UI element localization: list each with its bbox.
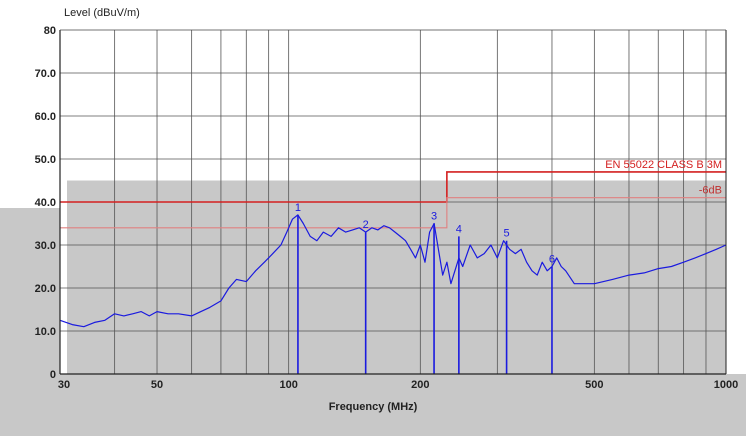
bottom-shaded-band [0, 374, 746, 436]
x-tick-label: 1000 [714, 379, 738, 391]
plot-area [0, 30, 746, 436]
peak-marker-label: 3 [431, 211, 437, 223]
x-tick-label: 30 [58, 379, 70, 391]
y-tick-label: 0 [50, 369, 56, 381]
peak-marker-label: 5 [504, 228, 510, 240]
y-tick-label: 30.0 [35, 240, 56, 252]
peak-marker-label: 4 [456, 223, 462, 235]
y-tick-label: 40.0 [35, 197, 56, 209]
y-tick-label: 70.0 [35, 68, 56, 80]
y-tick-label: 60.0 [35, 111, 56, 123]
series-group [59, 214, 727, 328]
y-axis-title: Level (dBuV/m) [64, 7, 140, 19]
y-tick-label: 10.0 [35, 326, 56, 338]
y-tick-label: 20.0 [35, 283, 56, 295]
peak-marker-label: 2 [363, 219, 369, 231]
axes [59, 29, 727, 375]
y-tick-label: 80 [44, 25, 56, 37]
series-line [59, 214, 727, 328]
x-tick-label: 500 [585, 379, 603, 391]
plot-shaded-band [67, 180, 726, 374]
x-tick-label: 200 [411, 379, 429, 391]
limit-line [60, 197, 726, 229]
x-tick-label: 50 [151, 379, 163, 391]
peak-markers: 1 2 3 4 5 6 [295, 202, 555, 374]
limit-line-label: EN 55022 CLASS B 3M [605, 159, 722, 171]
limit-lines: EN 55022 CLASS B 3M -6dB [60, 159, 726, 229]
limit-line-label: -6dB [699, 185, 722, 197]
peak-marker-label: 6 [549, 254, 555, 266]
y-tick-label: 50.0 [35, 154, 56, 166]
x-axis-title: Frequency (MHz) [329, 401, 418, 413]
peak-marker-label: 1 [295, 202, 301, 214]
limit-line [60, 171, 726, 203]
x-tick-label: 100 [279, 379, 297, 391]
axis-labels: 0 10.0 20.0 30.0 40.0 50.0 60.0 70.0 80 30 50 100 20… [35, 7, 739, 413]
